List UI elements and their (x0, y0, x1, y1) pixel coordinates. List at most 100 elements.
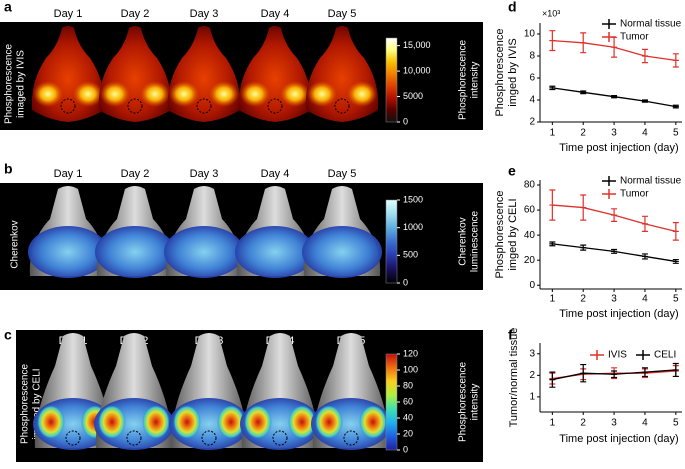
error-bar (641, 48, 648, 64)
error-bar (611, 36, 618, 58)
x-tick-label: 2 (580, 294, 586, 305)
error-bar (549, 371, 556, 388)
hot-spot (169, 81, 199, 107)
hot-spot (288, 405, 316, 439)
x-tick-label: 5 (673, 294, 679, 305)
legend-label: CELI (654, 350, 676, 361)
glow-region (235, 226, 315, 278)
tumor-marker (60, 98, 76, 114)
x-tick-label: 3 (611, 294, 617, 305)
hot-spot (315, 405, 343, 439)
side-label: imaged by IVIS (16, 50, 27, 118)
panel-letter: c (4, 327, 12, 343)
error-bar (580, 194, 587, 221)
legend-marker (636, 350, 650, 360)
colorbar-tick-label: 120 (403, 348, 418, 358)
side-label: Phosphorescence (20, 364, 31, 444)
hot-spot (33, 81, 63, 107)
x-tick-label: 5 (673, 128, 679, 139)
y-tick-label: 0 (529, 280, 535, 291)
y-tick-label: 4 (529, 95, 535, 106)
hot-spot (140, 81, 170, 107)
tumor-marker (267, 98, 283, 114)
colorbar-tick-label: 60 (403, 396, 413, 406)
hot-spot (100, 81, 130, 107)
colorbar (385, 37, 398, 123)
y-axis-label: Tumor/normal tissue (508, 328, 520, 428)
legend-marker (590, 350, 604, 360)
x-tick-label: 3 (611, 128, 617, 139)
hot-spot (73, 81, 103, 107)
hot-spot (307, 81, 337, 107)
error-bar (611, 95, 618, 99)
y-tick-label: 2 (529, 370, 535, 381)
day-label: Day 5 (328, 168, 357, 180)
x-axis-label: Time post injection (day) (559, 433, 678, 445)
colorbar-tick-label: 100 (403, 364, 418, 374)
x-tick-label: 1 (550, 128, 556, 139)
colorbar-tick-label: 10,000 (403, 65, 431, 75)
colorbar-tick-label: 0 (403, 277, 408, 287)
panel-letter: b (4, 161, 13, 177)
colorbar-label: Phosphorescence (458, 362, 469, 442)
colorbar-tick-label: 1000 (403, 222, 423, 232)
hot-spot (217, 405, 245, 439)
x-axis-label: Time post injection (day) (559, 308, 678, 320)
legend-label: IVIS (608, 350, 627, 361)
tumor-marker (127, 98, 143, 114)
colorbar-tick-label: 20 (403, 428, 413, 438)
day-label: Day 4 (261, 168, 290, 180)
y-tick-label: 80 (524, 180, 536, 191)
y-tick-label: 8 (529, 51, 535, 62)
colorbar-tick-label: 40 (403, 412, 413, 422)
x-tick-label: 5 (673, 418, 679, 429)
day-label: Day 2 (121, 8, 150, 20)
y-axis-label: Phosphorescence (494, 28, 506, 116)
hot-spot (240, 81, 270, 107)
legend-marker (602, 19, 616, 29)
error-bar (641, 253, 648, 260)
day-label: Day 4 (261, 8, 290, 20)
error-bar (641, 215, 648, 232)
legend-marker (602, 32, 616, 42)
error-bar (549, 30, 556, 52)
legend-label: Tumor (620, 189, 649, 200)
colorbar-tick-label: 15,000 (403, 40, 431, 50)
colorbar (385, 353, 398, 451)
panel-letter: f (508, 327, 513, 343)
hot-spot (98, 405, 126, 439)
x-tick-label: 4 (642, 418, 648, 429)
error-bar (580, 90, 587, 95)
side-label: Cherenkov (10, 220, 21, 268)
colorbar-tick-label: 0 (403, 444, 408, 454)
y-tick-label: 6 (529, 73, 535, 84)
error-bar (672, 258, 679, 264)
x-tick-label: 1 (550, 418, 556, 429)
colorbar-tick-label: 5000 (403, 91, 423, 101)
tumor-marker (65, 430, 81, 446)
legend-label: Normal tissue (620, 19, 682, 30)
axis-multiplier: ×10³ (542, 8, 560, 18)
error-bar (672, 104, 679, 109)
error-bar (580, 363, 587, 383)
y-tick-label: 10 (524, 29, 536, 40)
colorbar-label: intensity (470, 62, 481, 99)
colorbar-label: luminescence (470, 210, 481, 272)
error-bar (549, 241, 556, 247)
colorbar-tick-label: 1500 (403, 194, 423, 204)
glow-region (302, 226, 382, 278)
hot-spot (142, 405, 170, 439)
y-tick-label: 60 (524, 205, 536, 216)
x-tick-label: 2 (580, 128, 586, 139)
legend-marker (602, 189, 616, 199)
y-tick-label: 40 (524, 230, 536, 241)
side-label: imaged by CELI (32, 368, 43, 439)
colorbar-tick-label: 500 (403, 250, 418, 260)
tumor-marker (196, 98, 212, 114)
x-axis-label: Time post injection (day) (559, 142, 678, 154)
tumor-marker (343, 430, 359, 446)
colorbar-tick-label: 80 (403, 380, 413, 390)
hot-spot (280, 81, 310, 107)
